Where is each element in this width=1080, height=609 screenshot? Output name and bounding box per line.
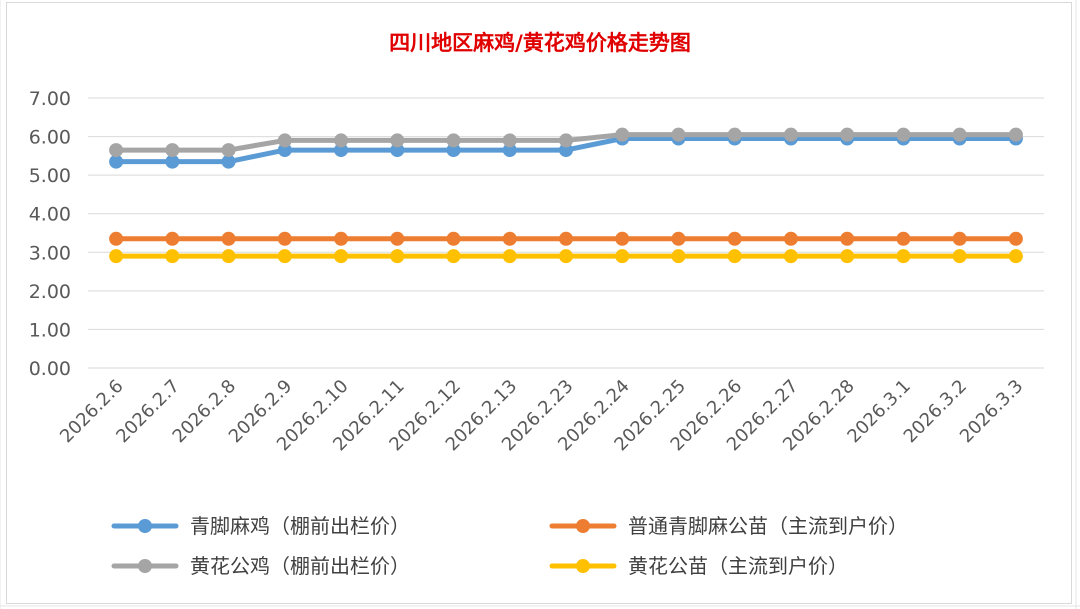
data-point — [952, 127, 967, 142]
data-point — [502, 143, 517, 158]
legend-label: 青脚麻鸡（棚前出栏价） — [190, 514, 410, 538]
data-point — [896, 231, 911, 246]
data-point — [952, 249, 967, 264]
y-axis: 0.00 1.00 2.00 3.00 4.00 5.00 6.00 7.00 — [29, 88, 71, 380]
data-point — [109, 249, 124, 264]
data-point — [559, 231, 573, 246]
legend-label: 黄花公苗（主流到户价） — [628, 554, 848, 578]
data-point — [615, 249, 630, 264]
data-point — [502, 133, 517, 148]
data-point — [952, 231, 967, 246]
data-point — [390, 133, 405, 148]
data-point — [671, 249, 686, 264]
data-point — [896, 249, 911, 264]
data-point — [390, 143, 405, 158]
y-tick-label: 2.00 — [29, 281, 71, 303]
data-point — [727, 249, 742, 264]
legend-marker — [138, 559, 152, 573]
data-point — [559, 133, 573, 148]
legend-marker — [138, 519, 152, 533]
data-point — [390, 231, 405, 246]
data-point — [277, 143, 292, 158]
data-point — [446, 143, 461, 158]
data-point — [221, 249, 236, 264]
data-point — [221, 143, 236, 158]
series-3 — [109, 127, 1023, 158]
data-point — [334, 231, 349, 246]
data-point — [502, 231, 517, 246]
legend-marker — [576, 559, 590, 573]
data-point — [221, 231, 236, 246]
data-point — [165, 231, 180, 246]
data-point — [1008, 231, 1023, 246]
y-tick-label: 7.00 — [29, 88, 71, 110]
data-point — [727, 231, 742, 246]
data-point — [446, 249, 461, 264]
data-point — [1008, 249, 1023, 264]
y-tick-label: 4.00 — [29, 204, 71, 226]
data-point — [446, 133, 461, 148]
data-point — [671, 127, 686, 142]
series-2 — [109, 231, 1023, 246]
data-point — [390, 249, 405, 264]
data-point — [109, 231, 124, 246]
data-point — [840, 127, 855, 142]
legend-entry: 青脚麻鸡（棚前出栏价） — [111, 514, 410, 538]
y-tick-label: 0.00 — [29, 358, 71, 380]
series-4 — [109, 249, 1023, 264]
y-tick-label: 1.00 — [29, 319, 71, 341]
data-point — [783, 127, 798, 142]
data-point — [165, 249, 180, 264]
data-point — [221, 154, 236, 169]
data-point — [615, 127, 630, 142]
data-point — [559, 249, 573, 264]
legend-entry: 黄花公苗（主流到户价） — [549, 554, 848, 578]
data-point — [277, 231, 292, 246]
data-point — [334, 133, 349, 148]
legend-entry: 普通青脚麻公苗（主流到户价） — [549, 514, 908, 538]
data-point — [783, 249, 798, 264]
data-point — [334, 143, 349, 158]
data-point — [502, 249, 517, 264]
data-point — [165, 154, 180, 169]
data-point — [671, 231, 686, 246]
legend-marker — [576, 519, 590, 533]
data-point — [727, 127, 742, 142]
data-point — [277, 133, 292, 148]
series-layer — [109, 127, 1023, 264]
data-point — [840, 231, 855, 246]
legend-entry: 黄花公鸡（棚前出栏价） — [111, 554, 410, 578]
data-point — [896, 127, 911, 142]
data-point — [840, 249, 855, 264]
chart-title: 四川地区麻鸡/黄花鸡价格走势图 — [389, 31, 691, 55]
data-point — [109, 154, 124, 169]
data-point — [334, 249, 349, 264]
legend-label: 黄花公鸡（棚前出栏价） — [190, 554, 410, 578]
data-point — [165, 143, 180, 158]
data-point — [783, 231, 798, 246]
y-tick-label: 6.00 — [29, 127, 71, 149]
data-point — [1008, 127, 1023, 142]
line-chart: 四川地区麻鸡/黄花鸡价格走势图 0.00 1.00 2.00 3.00 4.00 5.00… — [29, 31, 1044, 578]
data-point — [615, 231, 630, 246]
data-point — [277, 249, 292, 264]
data-point — [446, 231, 461, 246]
y-tick-label: 5.00 — [29, 165, 71, 187]
chart-area[interactable]: 四川地区麻鸡/黄花鸡价格走势图 0.00 1.00 2.00 3.00 4.00 5.00… — [6, 2, 1072, 604]
y-tick-label: 3.00 — [29, 242, 71, 264]
data-point — [109, 143, 124, 158]
legend: 青脚麻鸡（棚前出栏价） 普通青脚麻公苗（主流到户价） 黄花公鸡（棚前出栏价） 黄花公苗… — [111, 514, 908, 578]
x-axis: 2026.2.62026.2.72026.2.82026.2.92026.2.1… — [56, 376, 1027, 456]
legend-label: 普通青脚麻公苗（主流到户价） — [628, 514, 908, 538]
data-point — [559, 143, 573, 158]
